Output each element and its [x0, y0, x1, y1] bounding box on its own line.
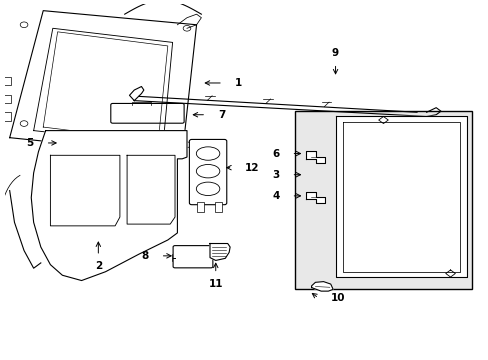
Text: 9: 9 — [331, 48, 338, 58]
Polygon shape — [31, 131, 186, 280]
FancyBboxPatch shape — [111, 103, 184, 123]
Ellipse shape — [196, 165, 220, 178]
Bar — [2, 112, 11, 121]
Polygon shape — [209, 243, 230, 260]
Text: 4: 4 — [271, 191, 279, 201]
Text: 12: 12 — [244, 163, 259, 173]
Bar — [214, 202, 222, 212]
Polygon shape — [67, 136, 89, 148]
Text: 8: 8 — [141, 251, 148, 261]
Text: 3: 3 — [272, 170, 279, 180]
Polygon shape — [305, 151, 325, 163]
Bar — [294, 111, 471, 289]
Text: 7: 7 — [218, 110, 225, 120]
Ellipse shape — [196, 147, 220, 160]
Text: 1: 1 — [234, 78, 242, 88]
Polygon shape — [305, 192, 325, 203]
Text: 6: 6 — [272, 149, 279, 158]
FancyBboxPatch shape — [189, 139, 226, 205]
Bar — [2, 77, 11, 85]
Polygon shape — [311, 282, 332, 291]
Text: 11: 11 — [208, 279, 223, 289]
Bar — [2, 95, 11, 103]
Text: 5: 5 — [26, 138, 34, 148]
Polygon shape — [335, 117, 467, 277]
Text: 2: 2 — [95, 261, 102, 271]
Bar — [196, 202, 203, 212]
FancyBboxPatch shape — [173, 246, 212, 268]
Text: 10: 10 — [330, 293, 345, 303]
Ellipse shape — [196, 182, 220, 195]
